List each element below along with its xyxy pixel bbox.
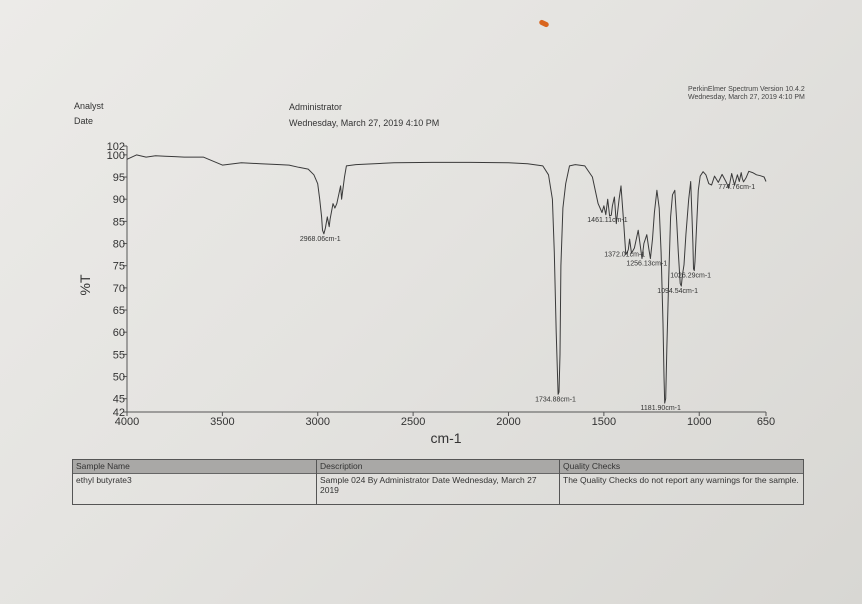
chart-series [126,154,767,404]
vendor-info: PerkinElmer Spectrum Version 10.4.2 Wedn… [688,86,805,102]
peak-label: 1734.88cm-1 [535,396,576,403]
y-tick-label: 65 [113,305,125,317]
date-value: Wednesday, March 27, 2019 4:10 PM [289,118,440,128]
vendor-version: PerkinElmer Spectrum Version 10.4.2 [688,86,805,93]
sample-name-value: ethyl butyrate3 [76,475,132,485]
chart-annotations: 2968.06cm-1 1734.88cm-1 1461.11cm-1 1372.01… [300,184,755,412]
y-tick-label: 102 [107,141,125,153]
y-tick-label: 100 [107,150,125,162]
x-tick-label: 3000 [306,416,330,428]
analyst-label: Analyst [74,101,104,111]
y-tick-label: 80 [113,239,125,251]
x-tick-label: 2500 [401,416,425,428]
x-tick-label: 3500 [210,416,234,428]
y-tick-label: 95 [113,172,125,184]
peak-label: 1256.13cm-1 [626,261,667,268]
peak-label: 1094.54cm-1 [657,288,698,295]
x-tick-label: 2000 [496,416,520,428]
y-tick-label: 50 [113,372,125,384]
description-value: Sample 024 By Administrator Date Wednesd… [320,475,537,495]
x-axis-label: cm-1 [430,430,461,446]
chart-axes [126,146,766,413]
peak-label: 774.76cm-1 [718,184,755,191]
description-header: Description [317,460,560,474]
y-tick-label: 60 [113,327,125,339]
peak-label: 1026.29cm-1 [670,273,711,280]
x-tick-label: 1500 [592,416,616,428]
quality-cell: Quality Checks The Quality Checks do not… [559,460,803,504]
vendor-timestamp: Wednesday, March 27, 2019 4:10 PM [688,94,805,101]
x-tick-label: 1000 [687,416,711,428]
y-tick-label: 85 [113,216,125,228]
y-tick-label: 75 [113,261,125,273]
y-axis-label: %T [77,274,93,295]
sample-info-table: Sample Name ethyl butyrate3 Description … [72,459,804,505]
x-tick-label: 650 [757,416,775,428]
date-label: Date [74,116,94,126]
y-tick-label: 45 [113,394,125,406]
description-cell: Description Sample 024 By Administrator … [316,460,560,504]
y-tick-label: 55 [113,349,125,361]
peak-label: 2968.06cm-1 [300,236,341,243]
peak-label: 1461.11cm-1 [587,217,627,224]
sample-name-header: Sample Name [73,460,316,474]
x-tick-label: 4000 [115,416,139,428]
peak-label: 1181.90cm-1 [641,405,681,412]
quality-header: Quality Checks [560,460,803,474]
spectrum-line [126,154,767,404]
sample-name-cell: Sample Name ethyl butyrate3 [73,460,316,504]
peak-label: 1372.01cm-1 [604,252,645,259]
y-tick-label: 42 [113,407,125,419]
quality-value: The Quality Checks do not report any war… [563,475,799,485]
y-tick-label: 90 [113,194,125,206]
analyst-value: Administrator [289,102,343,112]
y-tick-label: 70 [113,283,125,295]
